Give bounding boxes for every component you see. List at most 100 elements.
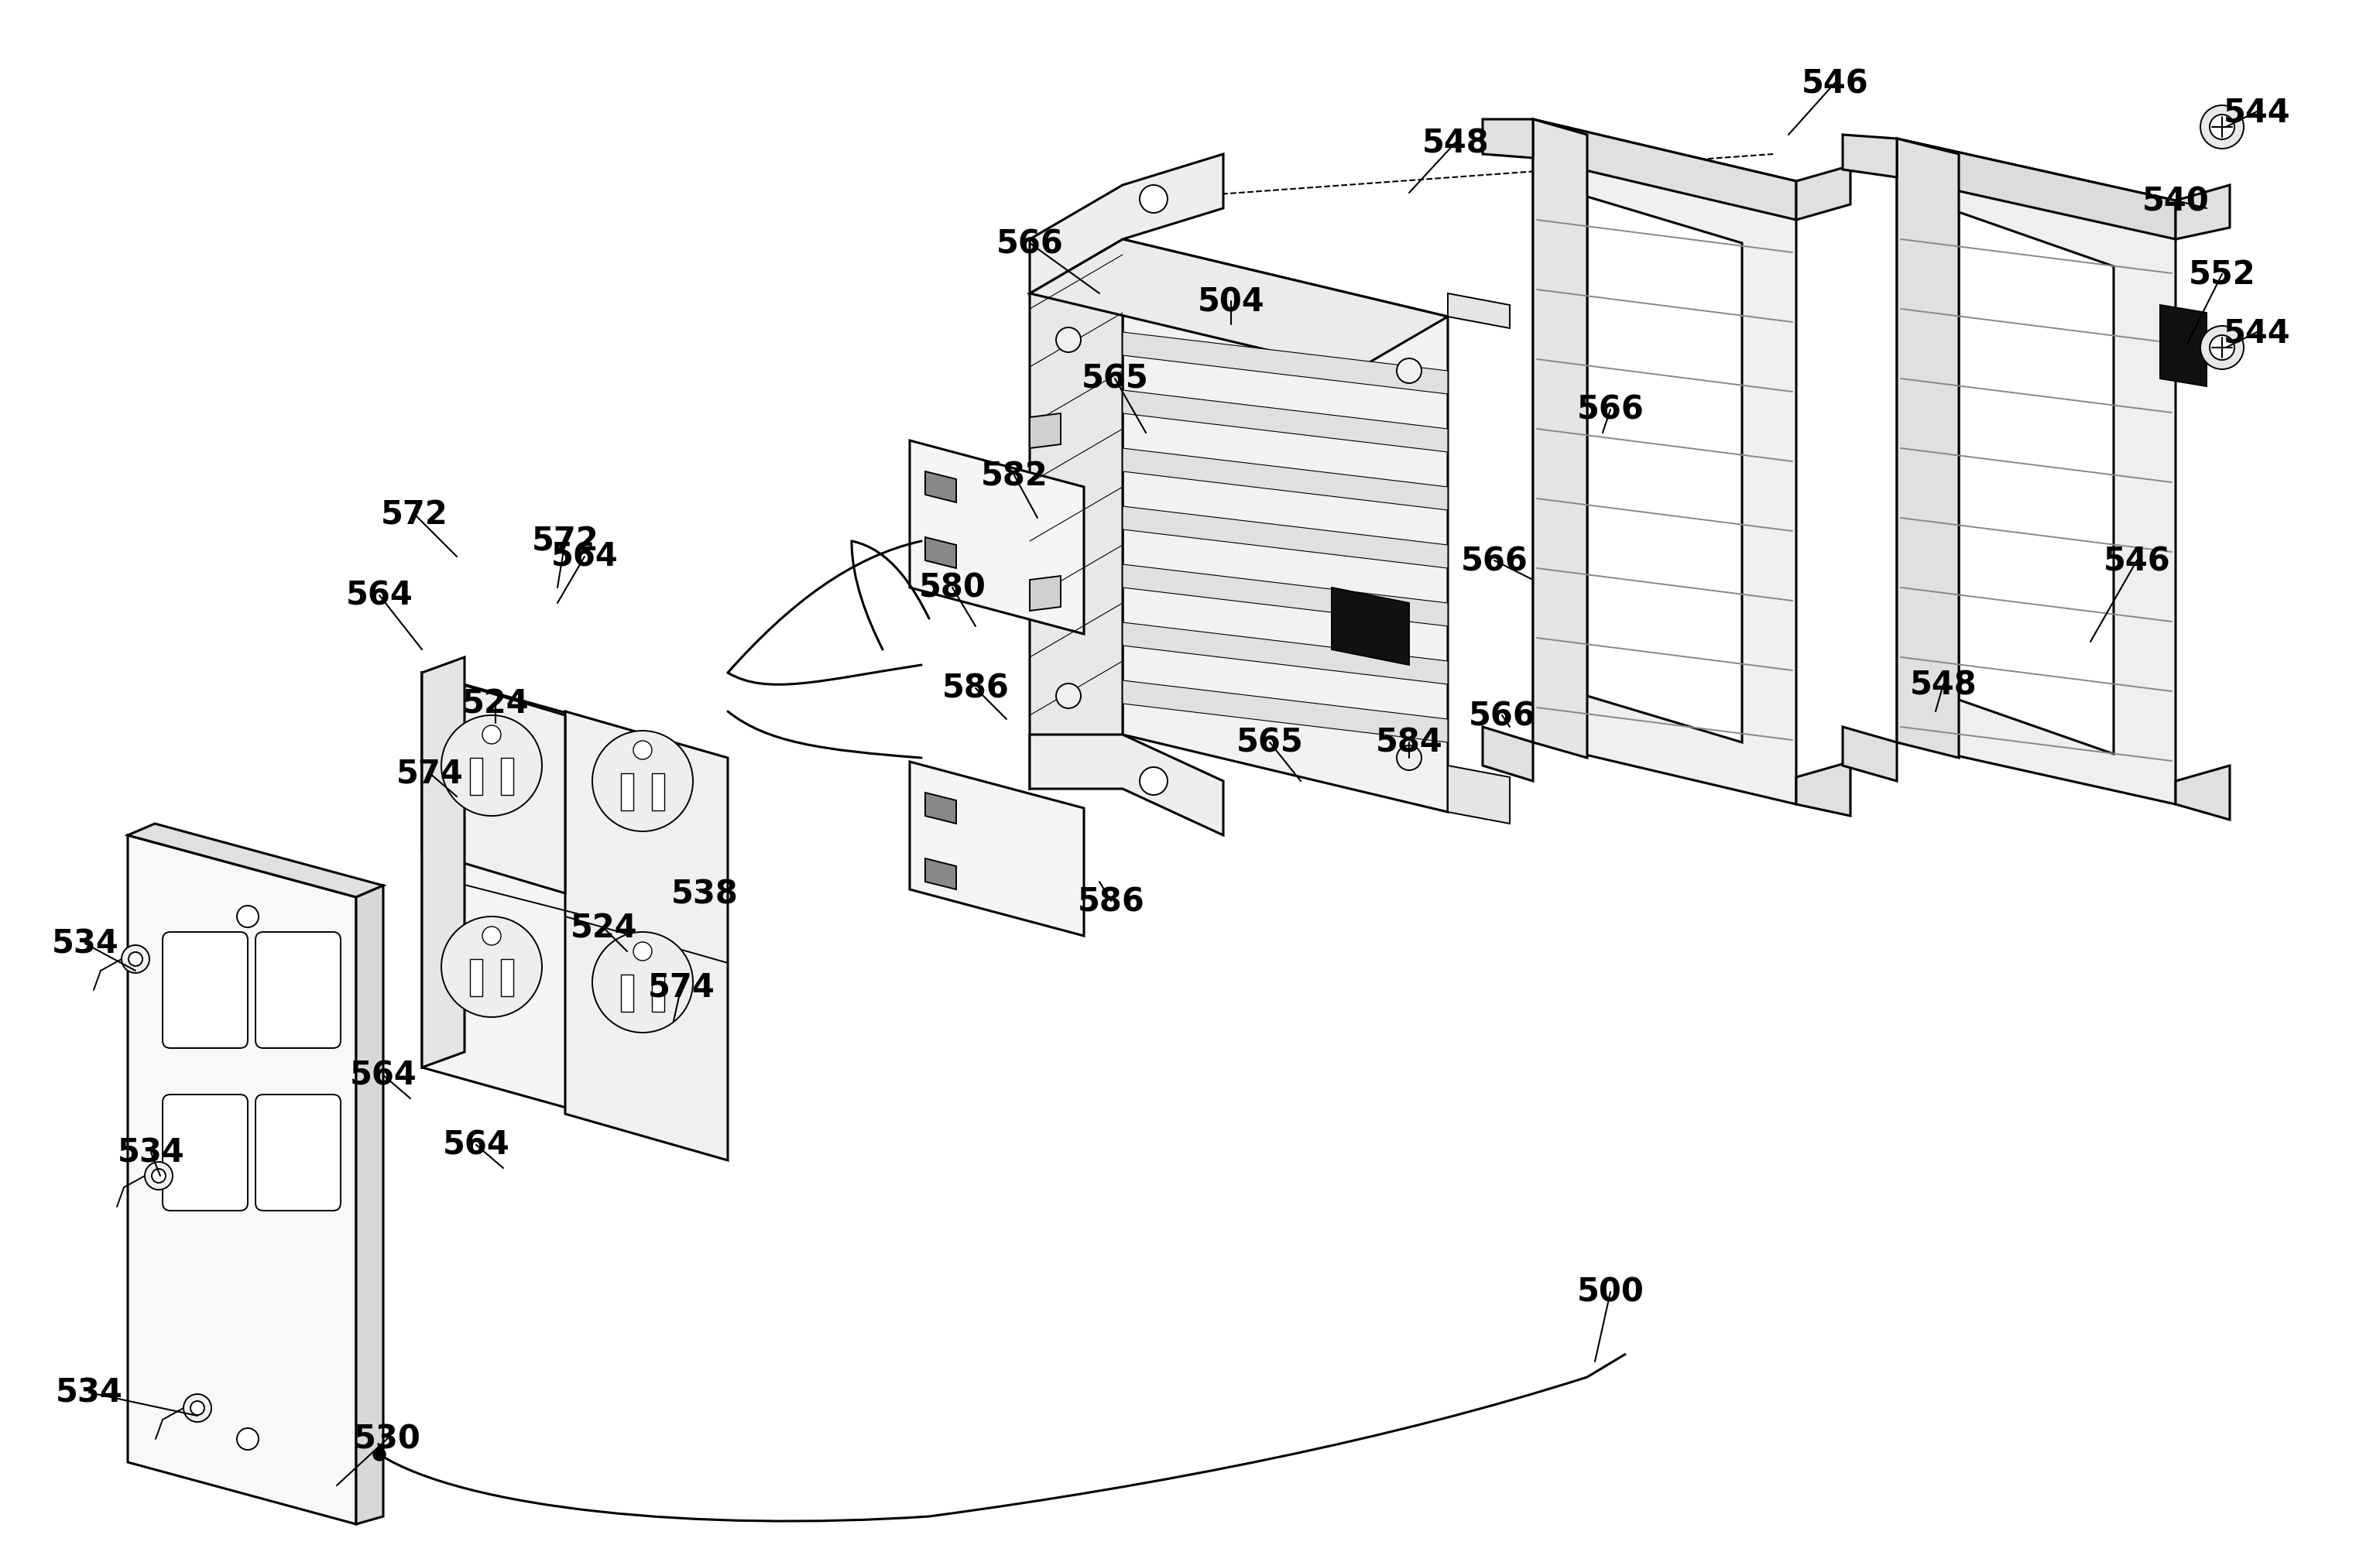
FancyBboxPatch shape [255, 933, 340, 1048]
Text: 566: 566 [1578, 394, 1645, 427]
Text: 524: 524 [462, 688, 528, 720]
Circle shape [145, 1162, 174, 1190]
Polygon shape [926, 793, 957, 824]
Circle shape [633, 942, 652, 961]
Polygon shape [1123, 565, 1447, 627]
Circle shape [440, 715, 543, 816]
Polygon shape [1897, 140, 1959, 759]
Text: 564: 564 [350, 1058, 416, 1091]
Circle shape [2202, 106, 2244, 149]
Polygon shape [1897, 140, 2175, 804]
Polygon shape [909, 762, 1083, 936]
Text: 566: 566 [997, 228, 1064, 259]
Text: 530: 530 [355, 1423, 421, 1456]
Polygon shape [1483, 728, 1533, 781]
Text: 565: 565 [1235, 726, 1304, 759]
Circle shape [1057, 327, 1081, 352]
Circle shape [190, 1401, 205, 1415]
Circle shape [2209, 335, 2235, 360]
Polygon shape [1123, 332, 1447, 394]
Circle shape [129, 953, 143, 967]
Polygon shape [1031, 155, 1223, 293]
Polygon shape [421, 674, 588, 1114]
Text: 574: 574 [395, 757, 464, 790]
Circle shape [238, 906, 259, 928]
Circle shape [1397, 747, 1421, 771]
Circle shape [2209, 115, 2235, 140]
Polygon shape [1123, 622, 1447, 684]
Text: 546: 546 [1802, 67, 1868, 99]
Circle shape [183, 1394, 212, 1422]
Polygon shape [469, 759, 483, 795]
Polygon shape [357, 886, 383, 1524]
Polygon shape [652, 975, 664, 1012]
Text: 586: 586 [1078, 885, 1145, 917]
FancyBboxPatch shape [162, 933, 248, 1048]
Circle shape [374, 1448, 386, 1460]
Polygon shape [129, 824, 383, 897]
Text: 524: 524 [571, 913, 638, 945]
Circle shape [1140, 186, 1169, 214]
Polygon shape [1123, 508, 1447, 568]
Circle shape [1057, 684, 1081, 709]
Polygon shape [1797, 166, 1849, 220]
Polygon shape [1123, 391, 1447, 453]
Text: 580: 580 [919, 571, 985, 604]
Polygon shape [2161, 306, 2206, 386]
Polygon shape [421, 658, 464, 1068]
Text: 534: 534 [52, 928, 119, 961]
Text: 574: 574 [647, 970, 714, 1003]
Polygon shape [1031, 241, 1123, 788]
Polygon shape [1031, 736, 1223, 835]
Polygon shape [926, 537, 957, 568]
Polygon shape [926, 858, 957, 889]
Circle shape [152, 1169, 167, 1183]
Text: 572: 572 [531, 525, 600, 557]
Polygon shape [1533, 120, 1797, 804]
Polygon shape [926, 472, 957, 503]
Text: 566: 566 [1461, 545, 1528, 577]
Text: 572: 572 [381, 498, 447, 531]
Polygon shape [1842, 728, 1897, 781]
Polygon shape [1587, 197, 1742, 743]
Polygon shape [1533, 120, 1797, 220]
Text: 546: 546 [2104, 545, 2171, 577]
Text: 552: 552 [2190, 259, 2256, 290]
Text: 504: 504 [1197, 286, 1264, 318]
Circle shape [593, 731, 693, 832]
Polygon shape [1483, 120, 1533, 158]
Polygon shape [1797, 762, 1849, 816]
Polygon shape [500, 959, 514, 996]
Text: 538: 538 [671, 877, 738, 909]
Polygon shape [421, 674, 564, 894]
Text: 544: 544 [2223, 96, 2290, 129]
Polygon shape [909, 441, 1083, 635]
Polygon shape [1533, 120, 1587, 759]
FancyBboxPatch shape [162, 1094, 248, 1211]
Polygon shape [1447, 767, 1509, 824]
Polygon shape [1123, 449, 1447, 511]
Circle shape [483, 726, 500, 745]
Text: 534: 534 [117, 1136, 186, 1169]
Polygon shape [1031, 241, 1447, 371]
Text: 548: 548 [1421, 127, 1490, 160]
Polygon shape [652, 774, 664, 810]
Polygon shape [1031, 414, 1061, 449]
Polygon shape [1031, 576, 1061, 611]
Text: 565: 565 [1081, 363, 1150, 396]
Polygon shape [129, 835, 357, 1524]
Polygon shape [621, 975, 633, 1012]
Text: 540: 540 [2142, 185, 2209, 217]
Polygon shape [1123, 241, 1447, 812]
Text: 500: 500 [1578, 1276, 1645, 1308]
Circle shape [593, 933, 693, 1034]
Circle shape [121, 945, 150, 973]
Circle shape [238, 1428, 259, 1450]
Circle shape [440, 917, 543, 1018]
Polygon shape [2175, 186, 2230, 241]
Circle shape [2202, 326, 2244, 369]
Circle shape [1140, 768, 1169, 795]
Polygon shape [500, 759, 514, 795]
Polygon shape [1959, 213, 2113, 754]
Polygon shape [1897, 140, 2175, 241]
